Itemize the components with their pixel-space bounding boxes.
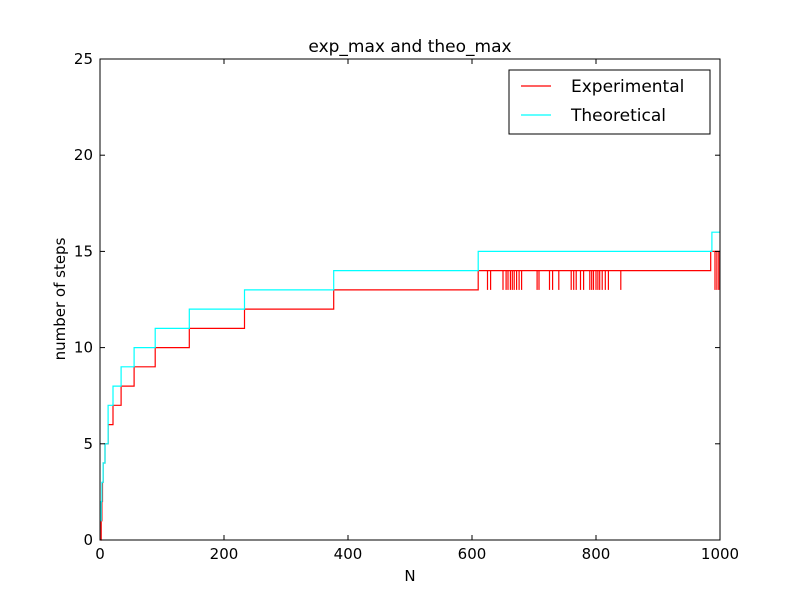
x-tick-label: 800 — [582, 545, 611, 563]
plot-lines — [100, 231, 720, 541]
y-tick-label: 25 — [74, 50, 93, 68]
series-line-experimental — [100, 250, 720, 541]
x-axis-label: N — [404, 567, 415, 585]
legend-label-experimental: Experimental — [571, 77, 684, 97]
x-tick-label: 600 — [458, 545, 487, 563]
x-tick-label: 400 — [334, 545, 363, 563]
y-tick-label: 10 — [74, 339, 93, 357]
x-tick-label: 1000 — [701, 545, 739, 563]
y-tick-label: 0 — [83, 531, 93, 549]
x-tick-label: 200 — [210, 545, 239, 563]
plot-frame — [99, 58, 721, 541]
y-tick-label: 15 — [74, 242, 93, 260]
series-line-theoretical — [100, 231, 720, 522]
chart-title: exp_max and theo_max — [308, 37, 511, 57]
legend-box — [508, 69, 711, 135]
y-axis-label: number of steps — [51, 237, 69, 360]
y-tick-label: 5 — [83, 435, 93, 453]
legend: Experimental Theoretical — [508, 69, 711, 135]
legend-label-theoretical: Theoretical — [570, 106, 666, 126]
x-tick-label: 0 — [95, 545, 105, 563]
y-tick-label: 20 — [74, 146, 93, 164]
axis-ticks: 0 200 400 600 800 1000 0 5 10 15 20 25 — [74, 50, 739, 563]
